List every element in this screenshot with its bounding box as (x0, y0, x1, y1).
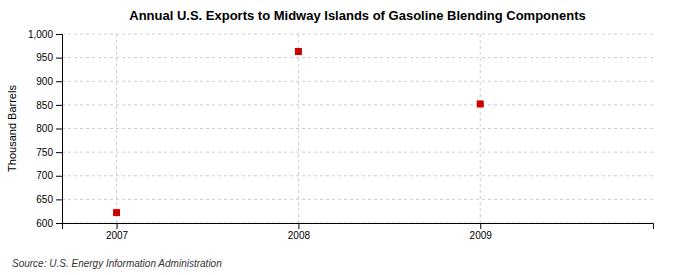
y-tick-label: 800 (36, 123, 53, 134)
y-grid-line (62, 199, 653, 200)
y-tick-label: 850 (36, 100, 53, 111)
chart: 2007 2008 2009 600 650 700 750 800 850 900 950 1,00… (0, 0, 675, 275)
y-tick: 1,000 (28, 29, 62, 40)
points (113, 48, 484, 216)
y-grid-line (62, 57, 653, 58)
point (113, 209, 120, 216)
y-tick-mark (56, 129, 62, 130)
grid (62, 34, 653, 223)
y-tick-label: 750 (36, 147, 53, 158)
y-grid-line (62, 175, 653, 176)
y-grid-line (62, 128, 653, 129)
x-grid-line (116, 34, 117, 223)
y-grid-line (62, 104, 653, 105)
y-axis: 600 650 700 750 800 850 900 950 1,000 (28, 29, 63, 229)
x-grid-line (298, 34, 299, 223)
y-tick-mark (56, 176, 62, 177)
y-tick-label: 1,000 (28, 29, 53, 40)
x-tick-label: 2009 (470, 230, 493, 241)
y-grid-line (62, 81, 653, 82)
y-tick-mark (56, 81, 62, 82)
point (295, 48, 302, 55)
y-tick: 800 (36, 123, 62, 134)
y-tick-mark (56, 223, 62, 224)
title: Annual U.S. Exports to Midway Islands of… (129, 8, 586, 23)
y-tick-mark (56, 58, 62, 59)
y-tick: 650 (36, 194, 62, 205)
y-tick-label: 700 (36, 170, 53, 181)
x-axis-line (63, 224, 654, 230)
y-tick-mark (56, 34, 62, 35)
y-axis-title: Thousand Barrels (6, 85, 18, 172)
y-tick-label: 600 (36, 218, 53, 229)
x-tick: 2008 (288, 223, 311, 241)
y-tick: 700 (36, 170, 62, 181)
y-tick: 850 (36, 100, 62, 111)
y-grid-line (62, 34, 653, 35)
y-tick-mark (56, 105, 62, 106)
x-tick-mark (480, 223, 481, 229)
y-tick-mark (56, 199, 62, 200)
plot: 2007 2008 2009 600 650 700 750 800 850 900 950 1,00… (28, 29, 654, 241)
y-tick: 950 (36, 52, 62, 63)
y-tick-label: 650 (36, 194, 53, 205)
x-grid-line (480, 34, 481, 223)
y-tick: 900 (36, 76, 62, 87)
x-tick: 2009 (470, 223, 493, 241)
y-tick-label: 900 (36, 76, 53, 87)
point (477, 100, 484, 107)
x-tick: 2007 (106, 223, 129, 241)
y-tick-label: 950 (36, 52, 53, 63)
y-tick: 600 (36, 218, 62, 229)
y-tick: 750 (36, 147, 62, 158)
x-tick-mark (117, 223, 118, 229)
y-grid-line (62, 152, 653, 153)
source: Source: U.S. Energy Information Administ… (12, 258, 222, 269)
x-tick-mark (298, 223, 299, 229)
x-tick-label: 2007 (106, 230, 129, 241)
x-axis: 2007 2008 2009 (63, 223, 654, 241)
y-tick-mark (56, 152, 62, 153)
x-tick-label: 2008 (288, 230, 311, 241)
y-axis-line (56, 35, 63, 224)
